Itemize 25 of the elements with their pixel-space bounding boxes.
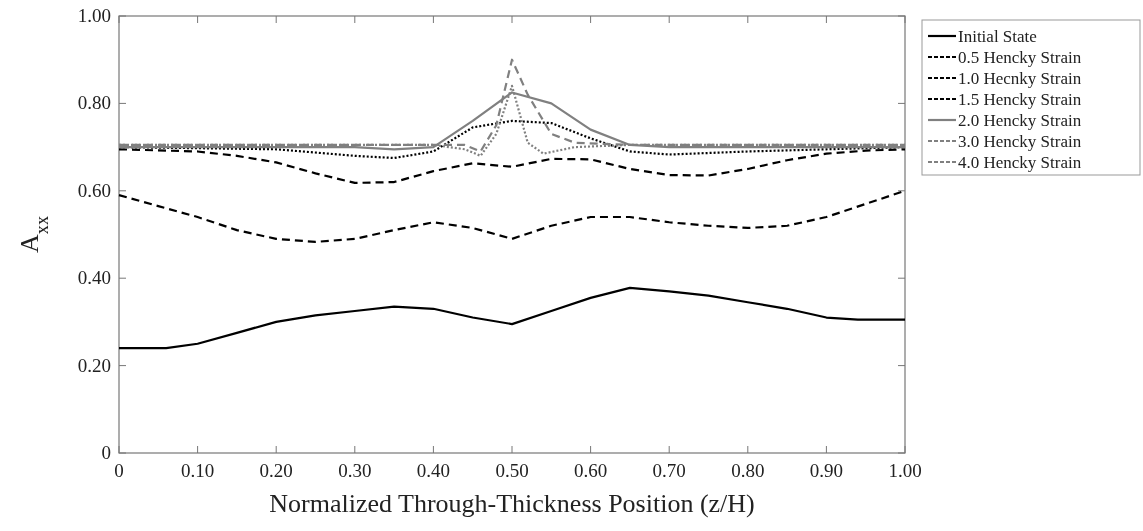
y-tick-label: 1.00 [77,5,111,26]
x-tick-label: 0.60 [573,460,608,481]
legend-label: 1.5 Hencky Strain [958,90,1082,109]
y-tick-label: 0.20 [77,354,111,376]
y-tick-label: 0 [101,442,111,463]
legend-label: 0.5 Hencky Strain [958,48,1082,67]
y-tick-label: 0.60 [77,179,111,201]
x-axis-title: Normalized Through-Thickness Position (z/H) [269,489,755,518]
x-tick-label: 0.80 [731,460,765,481]
legend-label: 3.0 Hencky Strain [958,132,1082,151]
x-tick-label: 0.50 [495,460,529,481]
y-tick-label: 0.80 [77,92,111,114]
x-tick-label: 0.10 [180,460,215,481]
x-tick-label: 0.20 [259,460,293,481]
x-tick-label: 0 [114,460,124,481]
x-tick-label: 0.90 [809,460,844,481]
x-tick-label: 0.40 [416,460,451,481]
y-tick-label: 0.40 [77,267,111,289]
legend-label: 2.0 Hencky Strain [958,111,1082,130]
x-tick-label: 1.00 [888,460,922,481]
legend-label: Initial State [958,27,1037,46]
legend-label: 4.0 Hencky Strain [958,153,1082,172]
legend-label: 1.0 Hecnky Strain [958,69,1082,88]
x-tick-label: 0.30 [338,460,372,481]
x-tick-label: 0.70 [652,460,686,481]
